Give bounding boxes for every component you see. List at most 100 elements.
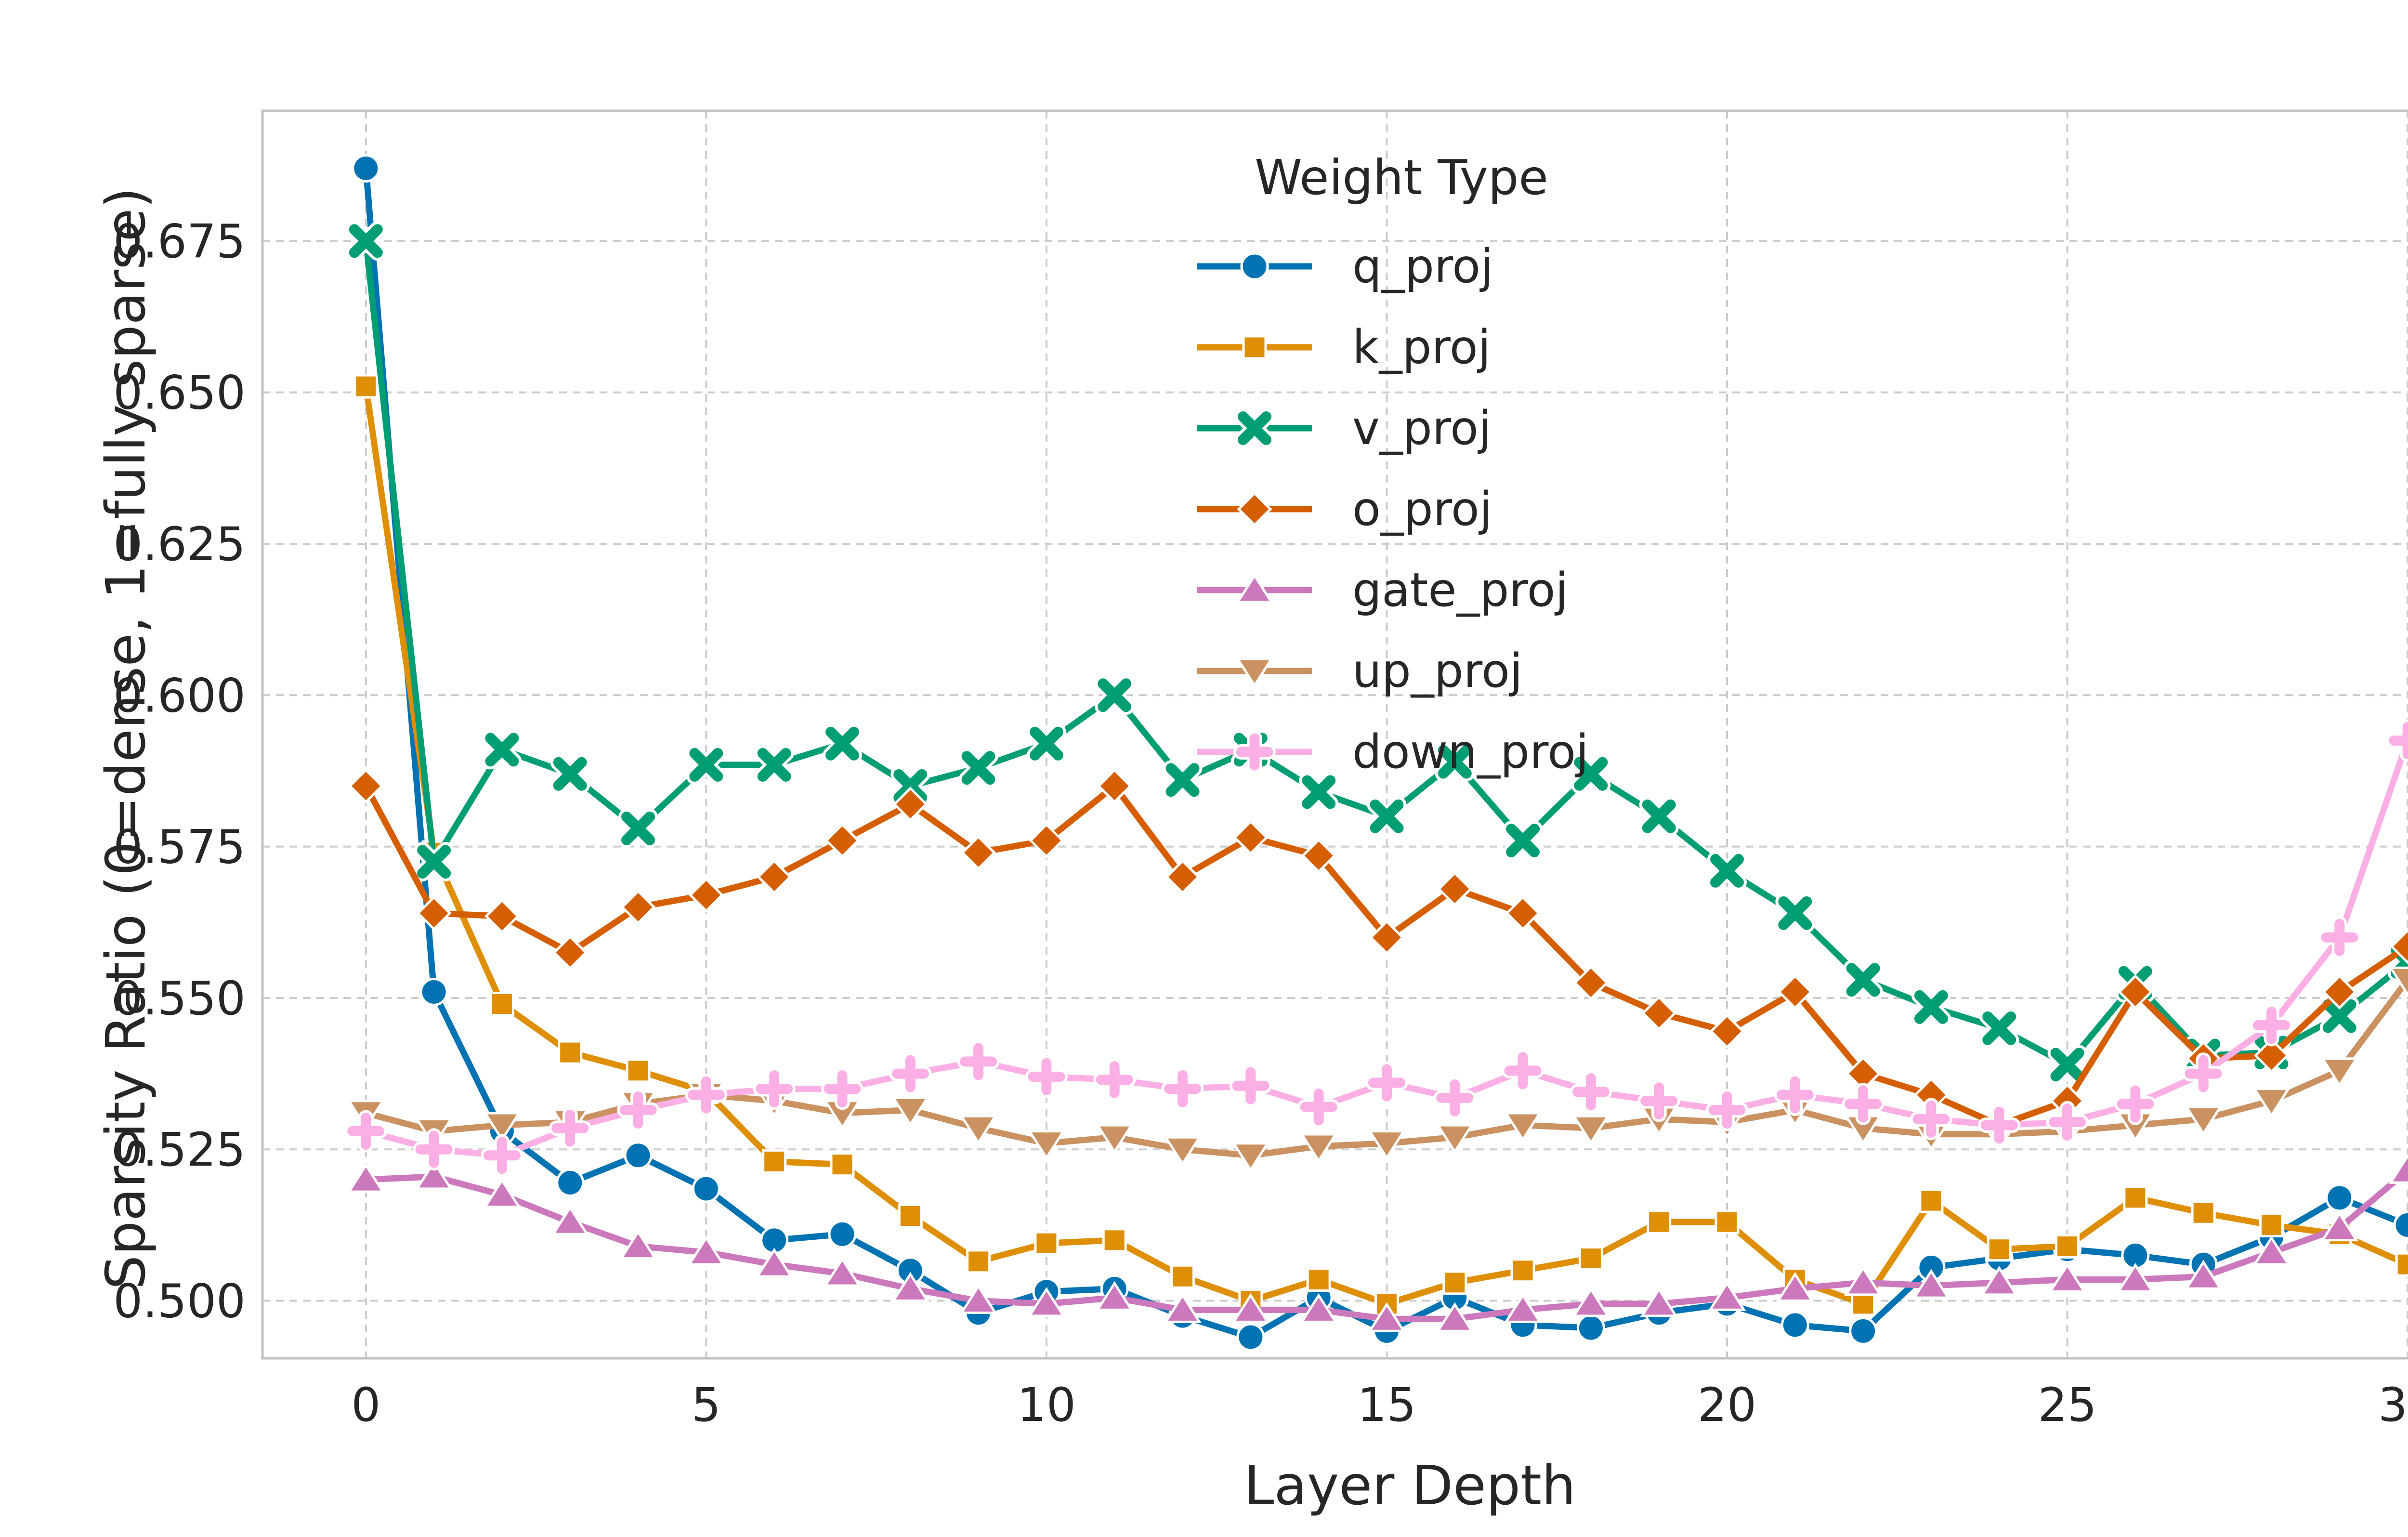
marker-triangle-down (2252, 1088, 2291, 1118)
marker-plus (1233, 733, 1276, 771)
marker-triangle-up (347, 1163, 385, 1193)
marker-diamond (1777, 974, 1813, 1010)
marker-diamond (892, 787, 928, 822)
y-tick-label: 0.625 (113, 517, 246, 571)
legend-item-label: gate_proj (1352, 563, 1569, 617)
marker-plus (2386, 719, 2408, 762)
legend-item-v_proj: v_proj (1194, 388, 1628, 469)
marker-plus (1093, 1058, 1136, 1101)
y-tick-label: 0.675 (113, 214, 246, 268)
marker-plus (1978, 1103, 2021, 1146)
marker-x (1503, 821, 1543, 861)
y-tick-label: 0.600 (113, 669, 246, 723)
marker-x (1026, 723, 1066, 763)
marker-diamond (1709, 1013, 1745, 1049)
marker-triangle-up (2252, 1235, 2291, 1266)
marker-triangle-up (1912, 1269, 1950, 1299)
marker-x (1367, 796, 1407, 836)
marker-x (1707, 851, 1747, 891)
marker-x (1639, 796, 1679, 836)
legend-items: q_proj k_proj v_proj o_proj gate_proj up_proj… (1194, 226, 1628, 792)
legend-swatch-o_proj (1197, 491, 1312, 527)
marker-square (830, 1152, 855, 1177)
marker-diamond (1029, 823, 1064, 858)
marker-triangle-up (1980, 1266, 2018, 1296)
marker-x (1979, 1008, 2019, 1048)
marker-plus (2182, 1052, 2225, 1095)
marker-circle (2393, 1210, 2408, 1239)
marker-plus (889, 1052, 932, 1095)
x-tick-label: 5 (692, 1378, 721, 1432)
marker-diamond (552, 935, 588, 971)
marker-plus (2250, 1004, 2293, 1047)
marker-x (1775, 893, 1815, 933)
marker-square (1242, 335, 1267, 360)
legend-swatch-up_proj (1197, 657, 1312, 688)
marker-diamond (757, 859, 792, 894)
marker-plus (821, 1067, 864, 1110)
marker-triangle-up (619, 1229, 657, 1260)
marker-circle (692, 1174, 720, 1203)
legend-item-gate_proj: gate_proj (1194, 550, 1628, 631)
marker-x (414, 842, 454, 882)
marker-square (1102, 1228, 1127, 1253)
marker-circle (1576, 1314, 1605, 1342)
marker-circle (624, 1141, 653, 1170)
series-markers-gate_proj (347, 1154, 2408, 1332)
marker-plus (1842, 1082, 1885, 1125)
marker-triangle-down (1367, 1130, 1406, 1160)
plot-border (261, 109, 2408, 1360)
marker-x (1843, 960, 1883, 1000)
marker-triangle-up (823, 1257, 862, 1287)
marker-triangle-up (2048, 1262, 2087, 1293)
marker-triangle-up (959, 1284, 998, 1314)
marker-x (482, 730, 522, 770)
marker-plus (1229, 1064, 1272, 1107)
marker-plus (1706, 1089, 1749, 1131)
marker-plus (1297, 1086, 1340, 1129)
marker-triangle-up (1299, 1293, 1338, 1323)
marker-triangle-up (1844, 1266, 1883, 1296)
legend-item-k_proj: k_proj (1194, 307, 1628, 388)
marker-square (1306, 1267, 1331, 1292)
marker-x (2319, 996, 2359, 1036)
marker-plus (481, 1134, 523, 1177)
marker-x (686, 745, 726, 785)
marker-square (898, 1204, 923, 1229)
marker-plus (549, 1107, 591, 1150)
marker-square (762, 1149, 787, 1174)
marker-triangle-up (1235, 573, 1274, 604)
marker-x (754, 745, 794, 785)
marker-square (1170, 1264, 1195, 1289)
marker-triangle-down (2320, 1057, 2359, 1088)
x-tick-label: 25 (2038, 1378, 2096, 1432)
marker-diamond (1641, 995, 1677, 1031)
marker-diamond (1369, 920, 1404, 955)
marker-plus (413, 1128, 456, 1171)
x-tick-label: 20 (1698, 1378, 1756, 1432)
marker-triangle-up (551, 1205, 589, 1235)
marker-diamond (1237, 491, 1272, 527)
marker-square (1919, 1188, 1944, 1213)
legend-swatch-k_proj (1197, 335, 1312, 360)
marker-triangle-up (2184, 1260, 2223, 1290)
marker-triangle-down (1299, 1133, 1338, 1163)
marker-circle (556, 1168, 585, 1197)
marker-triangle-up (1640, 1287, 1678, 1317)
x-tick-label: 15 (1357, 1378, 1416, 1432)
marker-plus (344, 1110, 387, 1153)
marker-x (346, 221, 386, 261)
marker-plus (1161, 1067, 1204, 1110)
series-markers-down_proj (344, 719, 2408, 1177)
marker-plus (1502, 1049, 1544, 1092)
legend-swatch-down_proj (1197, 733, 1312, 771)
marker-plus (1570, 1070, 1612, 1113)
marker-square (558, 1040, 583, 1065)
legend: Weight Type q_proj k_proj v_proj o_proj gate… (1194, 149, 1628, 792)
marker-x (1095, 675, 1135, 715)
marker-triangle-up (1436, 1302, 1474, 1332)
marker-triangle-up (2320, 1211, 2359, 1242)
legend-item-label: v_proj (1352, 401, 1492, 455)
marker-triangle-up (415, 1160, 453, 1190)
